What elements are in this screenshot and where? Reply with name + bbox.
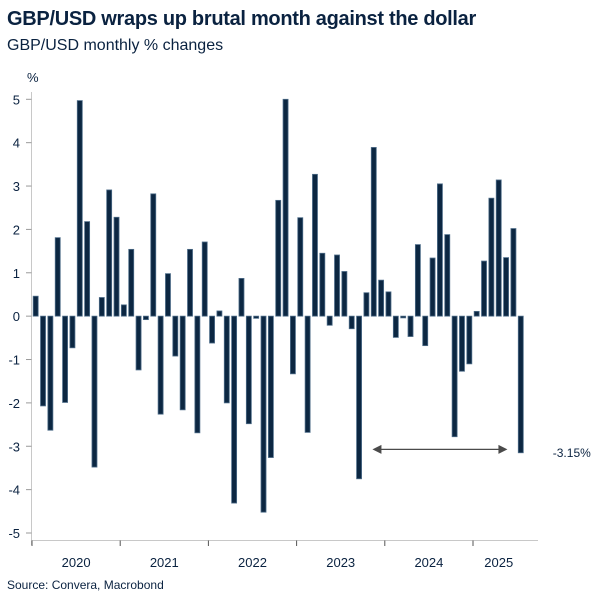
bar-2024-10 (451, 315, 458, 438)
arrow-head-right (498, 444, 508, 454)
chart-subtitle: GBP/USD monthly % changes (7, 37, 224, 54)
bar-2020-04 (54, 237, 61, 317)
bar-2021-01 (120, 304, 127, 317)
bar-2022-12 (290, 315, 296, 375)
bar-2024-12 (466, 315, 473, 365)
bar-2023-10 (363, 292, 370, 317)
last-value-label: -3.15% (553, 446, 591, 460)
chart-title: GBP/USD wraps up brutal month against th… (7, 8, 476, 30)
bar-2020-07 (76, 100, 83, 317)
bar-2020-10 (98, 297, 105, 317)
y-tick-label: 4 (13, 136, 20, 151)
bar-2020-05 (62, 315, 68, 403)
bar-2021-06 (157, 315, 164, 415)
bar-2021-03 (135, 315, 142, 371)
bar-2022-01 (209, 315, 215, 344)
bar-2022-08 (260, 315, 267, 513)
y-tick-label: -1 (8, 353, 20, 368)
bar-2024-08 (437, 183, 443, 317)
bar-2023-02 (304, 315, 311, 433)
bar-2022-11 (282, 98, 289, 317)
bar-2024-05 (414, 244, 421, 317)
y-tick-label: -5 (8, 526, 20, 541)
bar-2020-01 (32, 295, 39, 317)
bar-2020-03 (47, 315, 54, 431)
bar-2025-07 (517, 315, 524, 454)
bar-2020-12 (113, 216, 120, 317)
bar-2020-02 (40, 315, 46, 407)
bars (32, 98, 524, 513)
bar-2022-06 (245, 315, 252, 425)
bar-2022-05 (238, 278, 245, 317)
bar-2021-09 (179, 315, 186, 411)
axes: 5 4 3 2 1 0 -1 -2 -3 -4 -5 2020 2021 2022 2023 2024 2025 (8, 92, 538, 570)
bar-2024-11 (459, 315, 465, 372)
y-tick-label: 5 (13, 92, 20, 107)
bar-2024-07 (429, 257, 436, 317)
bar-2020-09 (91, 315, 98, 468)
bar-2025-03 (488, 197, 495, 317)
bar-2023-08 (348, 315, 355, 330)
arrow-head-left (372, 444, 382, 454)
bar-2022-09 (267, 315, 274, 458)
bar-2025-06 (510, 228, 517, 317)
bar-2021-08 (172, 315, 179, 357)
bar-2024-09 (444, 234, 451, 317)
bar-2022-02 (216, 310, 223, 317)
bar-2023-05 (326, 315, 333, 326)
x-tick-label: 2025 (484, 555, 513, 570)
bar-2021-02 (128, 248, 135, 317)
y-tick-label: -3 (8, 439, 20, 454)
x-tick-label: 2023 (326, 555, 355, 570)
bar-2024-01 (385, 291, 392, 317)
x-tick-label: 2022 (238, 555, 267, 570)
bar-2022-03 (223, 315, 230, 404)
y-tick-label: 2 (13, 222, 20, 237)
y-tick-label: 1 (13, 266, 20, 281)
bar-2021-11 (194, 315, 201, 434)
bar-2023-07 (341, 271, 348, 317)
bar-2023-09 (356, 315, 362, 480)
annotations: -3.15% (372, 444, 591, 460)
bar-2021-05 (150, 193, 157, 317)
bar-2020-06 (69, 315, 76, 349)
bar-2022-07 (253, 315, 260, 319)
bar-2025-04 (495, 179, 502, 317)
y-tick-label: -4 (8, 483, 20, 498)
bar-2024-06 (422, 315, 429, 347)
bar-2020-11 (106, 189, 113, 317)
x-tick-label: 2020 (62, 555, 91, 570)
bar-2024-02 (392, 315, 399, 338)
y-tick-label: -2 (8, 396, 20, 411)
source-note: Source: Convera, Macrobond (7, 578, 164, 592)
bar-2022-04 (231, 315, 238, 504)
bar-2021-12 (201, 241, 208, 317)
bar-2021-10 (187, 248, 193, 317)
bar-2023-06 (334, 254, 340, 317)
x-tick-label: 2024 (414, 555, 443, 570)
bar-2023-04 (319, 252, 326, 317)
bar-2025-05 (503, 257, 509, 317)
bar-2024-04 (407, 315, 414, 337)
bar-2024-03 (400, 315, 407, 319)
x-tick-label: 2021 (150, 555, 179, 570)
y-axis-unit-label: % (27, 70, 39, 85)
bar-2022-10 (275, 199, 282, 317)
bar-2021-04 (143, 315, 149, 321)
bar-2023-03 (312, 173, 318, 317)
bar-2025-02 (481, 260, 487, 317)
bar-2020-08 (84, 221, 91, 317)
y-tick-label: 3 (13, 179, 20, 194)
bar-2025-01 (473, 310, 480, 317)
bar-2021-07 (165, 273, 171, 317)
bar-2023-11 (370, 147, 377, 317)
y-tick-label: 0 (13, 309, 20, 324)
bar-2023-12 (378, 279, 385, 317)
bar-2023-01 (297, 217, 304, 317)
